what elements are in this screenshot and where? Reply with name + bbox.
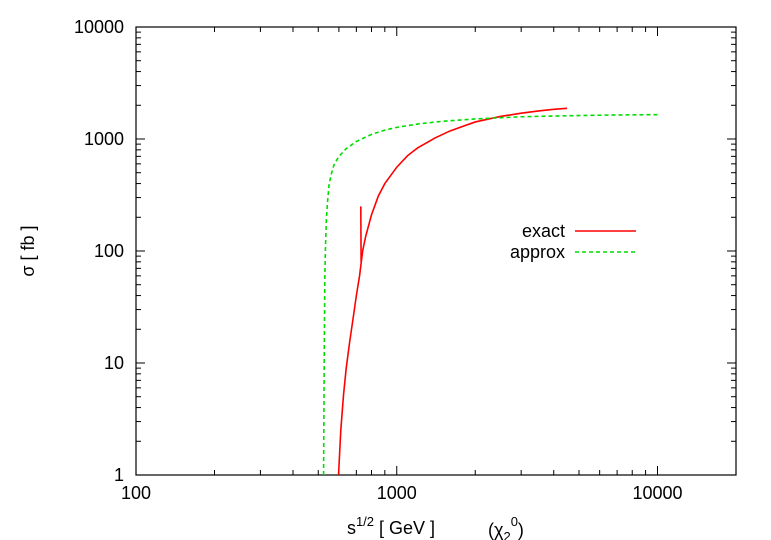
x-tick-label: 10000 <box>632 483 682 503</box>
y-tick-label: 100 <box>94 241 124 261</box>
x-tick-label: 100 <box>121 483 151 503</box>
legend: exact approx <box>510 221 636 262</box>
y-tick-label: 10000 <box>74 17 124 37</box>
x-axis-label-superscript: 1/2 <box>356 514 374 529</box>
y-axis-label: σ [ fb ] <box>18 225 38 276</box>
x-tick-label: 1000 <box>377 483 417 503</box>
series-lines <box>322 107 658 476</box>
y-tick-label: 1 <box>114 465 124 485</box>
series-line-exact <box>337 107 568 476</box>
series-line-approx <box>322 113 658 476</box>
process-annotation: (χ20) <box>488 514 524 540</box>
annotation-subscript: 2 <box>503 529 510 540</box>
tick-labels: 100 1000 10000 1 10 100 1000 10000 <box>74 17 683 503</box>
annotation-base: (χ <box>488 520 504 540</box>
y-tick-label: 10 <box>104 353 124 373</box>
annotation-close: ) <box>518 520 524 540</box>
legend-label-approx: approx <box>510 242 565 262</box>
plot-frame <box>135 26 737 476</box>
x-axis-label: s1/2 [ GeV ] <box>347 514 435 538</box>
legend-label-exact: exact <box>522 221 565 241</box>
annotation-superscript: 0 <box>511 514 518 529</box>
x-axis-label-base: s <box>347 518 356 538</box>
x-axis-label-unit: [ GeV ] <box>374 518 435 538</box>
axis-ticks <box>135 26 737 476</box>
y-tick-label: 1000 <box>84 129 124 149</box>
